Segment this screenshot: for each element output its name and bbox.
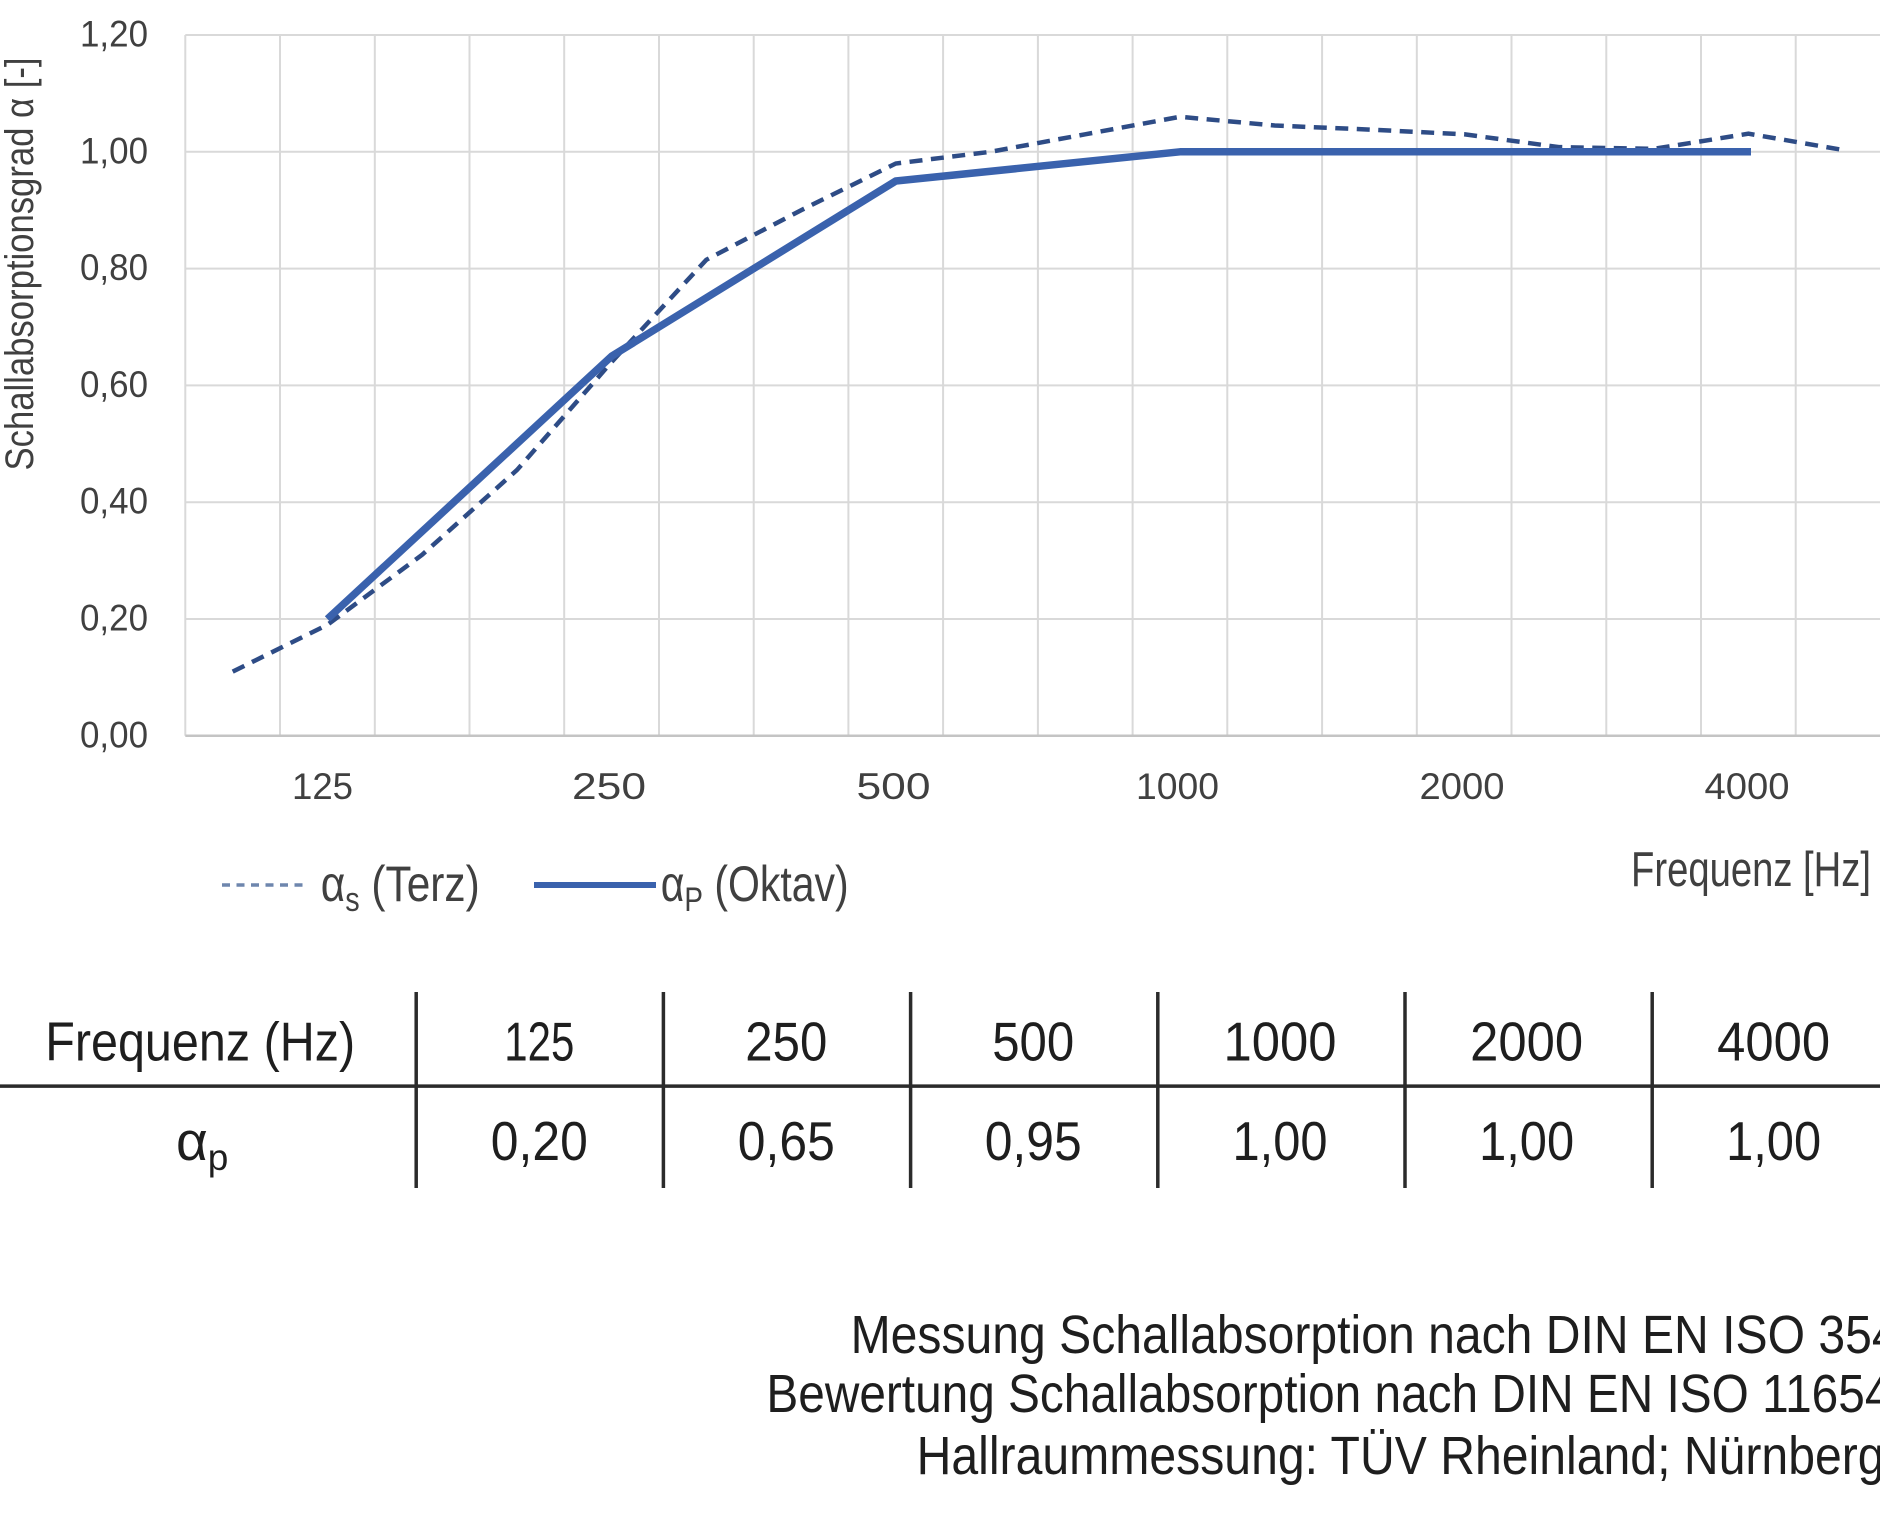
svg-text:4000: 4000	[1717, 1011, 1830, 1073]
svg-text:1,00: 1,00	[1233, 1110, 1328, 1172]
svg-text:500: 500	[857, 766, 931, 807]
svg-text:Hallraummessung: TÜV Rheinland: Hallraummessung: TÜV Rheinland; Nürnberg	[917, 1426, 1880, 1486]
svg-text:1000: 1000	[1136, 766, 1219, 807]
svg-text:Messung Schallabsorption nach: Messung Schallabsorption nach DIN EN ISO…	[851, 1305, 1880, 1365]
svg-text:1,20: 1,20	[80, 14, 148, 55]
svg-text:0,65: 0,65	[738, 1110, 835, 1172]
svg-text:αp: αp	[176, 1110, 228, 1178]
svg-text:1,00: 1,00	[1726, 1110, 1821, 1172]
svg-text:0,20: 0,20	[491, 1110, 588, 1172]
svg-text:0,60: 0,60	[80, 364, 148, 405]
svg-text:0,80: 0,80	[80, 247, 148, 288]
svg-text:αP (Oktav): αP (Oktav)	[661, 856, 849, 919]
svg-text:Bewertung Schallabsorption nac: Bewertung Schallabsorption nach DIN EN I…	[766, 1364, 1880, 1424]
svg-text:0,20: 0,20	[80, 598, 148, 639]
svg-text:1,00: 1,00	[1479, 1110, 1574, 1172]
svg-text:0,00: 0,00	[80, 714, 148, 755]
svg-text:1000: 1000	[1224, 1011, 1337, 1073]
svg-text:0,95: 0,95	[985, 1110, 1082, 1172]
svg-text:4000: 4000	[1705, 766, 1790, 807]
svg-text:250: 250	[572, 766, 646, 807]
svg-text:2000: 2000	[1470, 1011, 1583, 1073]
svg-text:125: 125	[504, 1011, 574, 1073]
svg-text:0,40: 0,40	[80, 481, 148, 522]
svg-text:250: 250	[745, 1011, 827, 1073]
svg-text:Frequenz (Hz): Frequenz (Hz)	[45, 1011, 355, 1073]
svg-text:Schallabsorptionsgrad α [-]: Schallabsorptionsgrad α [-]	[0, 58, 42, 471]
svg-text:αs (Terz): αs (Terz)	[321, 856, 480, 919]
svg-text:2000: 2000	[1420, 766, 1505, 807]
svg-text:500: 500	[992, 1011, 1074, 1073]
svg-text:Frequenz [Hz]: Frequenz [Hz]	[1631, 843, 1871, 897]
svg-text:1,00: 1,00	[80, 130, 148, 171]
svg-text:125: 125	[292, 766, 353, 807]
